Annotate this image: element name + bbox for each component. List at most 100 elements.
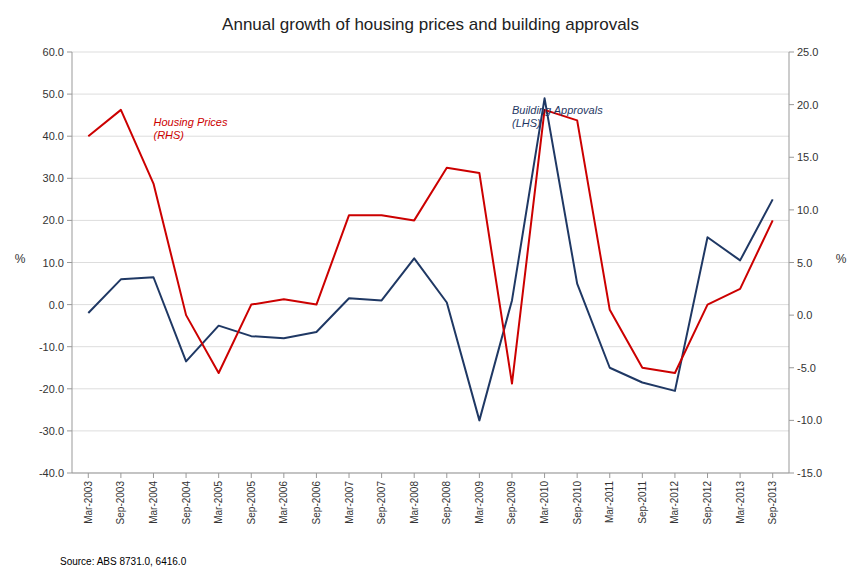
y2-tick-label: 0.0 — [797, 309, 812, 321]
x-tick-label: Mar-2011 — [604, 481, 615, 523]
y-tick — [67, 304, 72, 305]
plot-area — [88, 98, 772, 420]
x-tick-label: Sep-2006 — [311, 481, 322, 525]
grid-line — [72, 430, 789, 431]
x-tick-label: Mar-2010 — [539, 481, 550, 524]
x-tick — [381, 473, 382, 478]
x-tick — [349, 473, 350, 478]
x-tick — [544, 473, 545, 478]
x-tick-label: Mar-2009 — [474, 481, 485, 524]
x-tick — [479, 473, 480, 478]
x-tick-label: Sep-2012 — [702, 481, 713, 525]
y-tick — [67, 388, 72, 389]
x-tick — [609, 473, 610, 478]
x-tick-label: Mar-2006 — [278, 481, 289, 524]
grid-line — [72, 52, 789, 53]
x-tick-label: Mar-2007 — [344, 481, 355, 524]
y-tick — [67, 473, 72, 474]
x-tick — [218, 473, 219, 478]
annotation-line: (RHS) — [153, 129, 184, 141]
y2-tick-label: 15.0 — [797, 151, 818, 163]
y2-tick-label: 10.0 — [797, 204, 818, 216]
x-tick — [740, 473, 741, 478]
x-tick-label: Mar-2013 — [735, 481, 746, 524]
x-tick — [251, 473, 252, 478]
x-tick-label: Mar-2005 — [213, 481, 224, 524]
y-tick — [67, 178, 72, 179]
y-tick-label: -40.0 — [39, 467, 64, 479]
x-tick — [674, 473, 675, 478]
grid-line — [72, 388, 789, 389]
y2-tick — [789, 315, 794, 316]
y2-tick-label: 20.0 — [797, 99, 818, 111]
y-tick-label: 40.0 — [43, 130, 64, 142]
x-tick — [120, 473, 121, 478]
y2-tick — [789, 262, 794, 263]
y2-tick-label: -5.0 — [797, 362, 816, 374]
y2-tick — [789, 52, 794, 53]
x-tick-label: Sep-2009 — [506, 481, 517, 525]
y-tick-label: 50.0 — [43, 88, 64, 100]
y-tick — [67, 430, 72, 431]
x-tick — [186, 473, 187, 478]
grid-line — [72, 473, 789, 474]
y-tick — [67, 220, 72, 221]
y-axis-line — [72, 52, 73, 473]
grid-line — [72, 178, 789, 179]
y-tick-label: 60.0 — [43, 46, 64, 58]
source: Source: ABS 8731.0, 6416.0 — [60, 556, 187, 567]
x-tick-label: Sep-2007 — [376, 481, 387, 525]
y-tick — [67, 346, 72, 347]
y-tick — [67, 136, 72, 137]
x-tick-label: Sep-2004 — [181, 481, 192, 525]
x-tick-label: Mar-2004 — [148, 481, 159, 524]
y2-tick-label: 25.0 — [797, 46, 818, 58]
x-tick-label: Sep-2003 — [115, 481, 126, 525]
x-tick — [642, 473, 643, 478]
y-tick — [67, 52, 72, 53]
x-tick-label: Sep-2011 — [637, 481, 648, 524]
y-tick-label: 20.0 — [43, 214, 64, 226]
y-tick — [67, 262, 72, 263]
annotation-line: (LHS) — [512, 117, 541, 129]
y-tick-label: -30.0 — [39, 425, 64, 437]
x-tick-label: Mar-2003 — [83, 481, 94, 524]
x-tick — [316, 473, 317, 478]
y-tick-label: -10.0 — [39, 341, 64, 353]
x-tick-label: Sep-2005 — [246, 481, 257, 525]
y2-tick — [789, 104, 794, 105]
y2-tick-label: 5.0 — [797, 257, 812, 269]
x-tick — [414, 473, 415, 478]
x-tick — [772, 473, 773, 478]
x-tick-label: Sep-2008 — [441, 481, 452, 525]
annotation-line: Building Approvals — [512, 104, 603, 116]
y2-tick — [789, 209, 794, 210]
grid-line — [72, 262, 789, 263]
y-tick — [67, 94, 72, 95]
grid-line — [72, 94, 789, 95]
x-tick — [577, 473, 578, 478]
y2-tick — [789, 367, 794, 368]
y-tick-label: 10.0 — [43, 257, 64, 269]
x-tick-label: Sep-2010 — [572, 481, 583, 525]
y2-tick-label: -10.0 — [797, 414, 822, 426]
title: Annual growth of housing prices and buil… — [222, 15, 639, 34]
x-tick-label: Mar-2008 — [409, 481, 420, 524]
y-tick-label: 0.0 — [49, 299, 64, 311]
y2-axis-label: % — [836, 252, 847, 266]
x-tick — [88, 473, 89, 478]
x-tick — [446, 473, 447, 478]
grid-line — [72, 220, 789, 221]
y-tick-label: -20.0 — [39, 383, 64, 395]
grid — [72, 52, 789, 473]
grid-line — [72, 304, 789, 305]
annotation: Building Approvals(LHS) — [512, 104, 603, 129]
y2-tick-label: -15.0 — [797, 467, 822, 479]
y-axis-label: % — [15, 252, 26, 266]
y2-tick — [789, 157, 794, 158]
x-tick-label: Sep-2013 — [767, 481, 778, 525]
y2-axis-line — [789, 52, 790, 473]
x-tick — [511, 473, 512, 478]
chart: Annual growth of housing prices and buil… — [0, 0, 861, 575]
x-tick — [707, 473, 708, 478]
